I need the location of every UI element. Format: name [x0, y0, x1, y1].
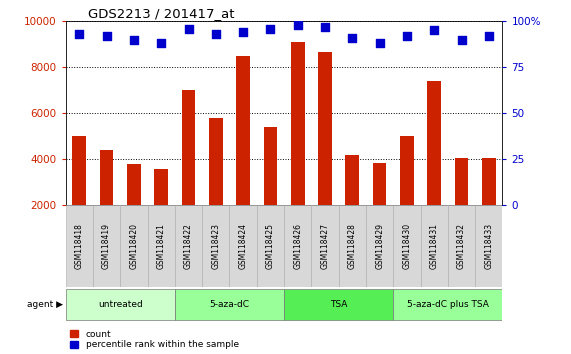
Bar [311, 205, 339, 287]
Bar [202, 205, 230, 287]
Bar [230, 205, 257, 287]
Point [239, 29, 248, 35]
Text: GSM118429: GSM118429 [375, 223, 384, 269]
Point [293, 22, 302, 28]
Bar [400, 136, 414, 251]
Point [348, 35, 357, 41]
Bar [264, 127, 278, 251]
Point [403, 33, 412, 39]
Bar [209, 118, 223, 251]
Text: GSM118422: GSM118422 [184, 223, 193, 269]
Bar [100, 150, 114, 251]
Point [266, 26, 275, 32]
Text: GSM118431: GSM118431 [430, 223, 439, 269]
Text: GSM118428: GSM118428 [348, 223, 357, 269]
Text: agent ▶: agent ▶ [27, 300, 63, 309]
Text: GSM118421: GSM118421 [156, 223, 166, 269]
Point [75, 31, 84, 37]
Point [130, 37, 139, 42]
Text: GSM118419: GSM118419 [102, 223, 111, 269]
Text: GSM118418: GSM118418 [75, 223, 84, 269]
Text: GSM118423: GSM118423 [211, 223, 220, 269]
Bar [147, 205, 175, 287]
Bar [455, 158, 468, 251]
Text: 5-aza-dC plus TSA: 5-aza-dC plus TSA [407, 300, 489, 309]
Point [320, 24, 329, 30]
Bar [175, 205, 202, 287]
Point [375, 40, 384, 46]
Point [429, 28, 439, 33]
Bar [154, 169, 168, 251]
Text: GSM118430: GSM118430 [403, 223, 412, 269]
Bar [345, 155, 359, 251]
Text: GSM118424: GSM118424 [239, 223, 248, 269]
Bar [393, 289, 502, 320]
Bar [318, 52, 332, 251]
Bar [175, 289, 284, 320]
Text: untreated: untreated [98, 300, 143, 309]
Bar [120, 205, 147, 287]
Text: GSM118433: GSM118433 [484, 223, 493, 269]
Text: GSM118427: GSM118427 [320, 223, 329, 269]
Bar [236, 56, 250, 251]
Point [184, 26, 193, 32]
Text: TSA: TSA [330, 300, 347, 309]
Text: 5-aza-dC: 5-aza-dC [210, 300, 250, 309]
Bar [127, 164, 140, 251]
Bar [428, 81, 441, 251]
Point [102, 33, 111, 39]
Bar [291, 42, 304, 251]
Text: GSM118426: GSM118426 [293, 223, 302, 269]
Point [457, 37, 466, 42]
Bar [393, 205, 421, 287]
Bar [421, 205, 448, 287]
Point [156, 40, 166, 46]
Text: GSM118432: GSM118432 [457, 223, 466, 269]
Bar [284, 205, 311, 287]
Bar [284, 289, 393, 320]
Bar [339, 205, 366, 287]
Bar [182, 90, 195, 251]
Text: GSM118425: GSM118425 [266, 223, 275, 269]
Bar [66, 289, 175, 320]
Bar [448, 205, 475, 287]
Bar [373, 163, 387, 251]
Bar [257, 205, 284, 287]
Bar [73, 136, 86, 251]
Point [211, 31, 220, 37]
Bar [475, 205, 502, 287]
Legend: count, percentile rank within the sample: count, percentile rank within the sample [70, 330, 239, 349]
Point [484, 33, 493, 39]
Bar [66, 205, 93, 287]
Bar [482, 158, 496, 251]
Bar [93, 205, 120, 287]
Text: GSM118420: GSM118420 [130, 223, 138, 269]
Bar [366, 205, 393, 287]
Text: GDS2213 / 201417_at: GDS2213 / 201417_at [87, 7, 234, 20]
